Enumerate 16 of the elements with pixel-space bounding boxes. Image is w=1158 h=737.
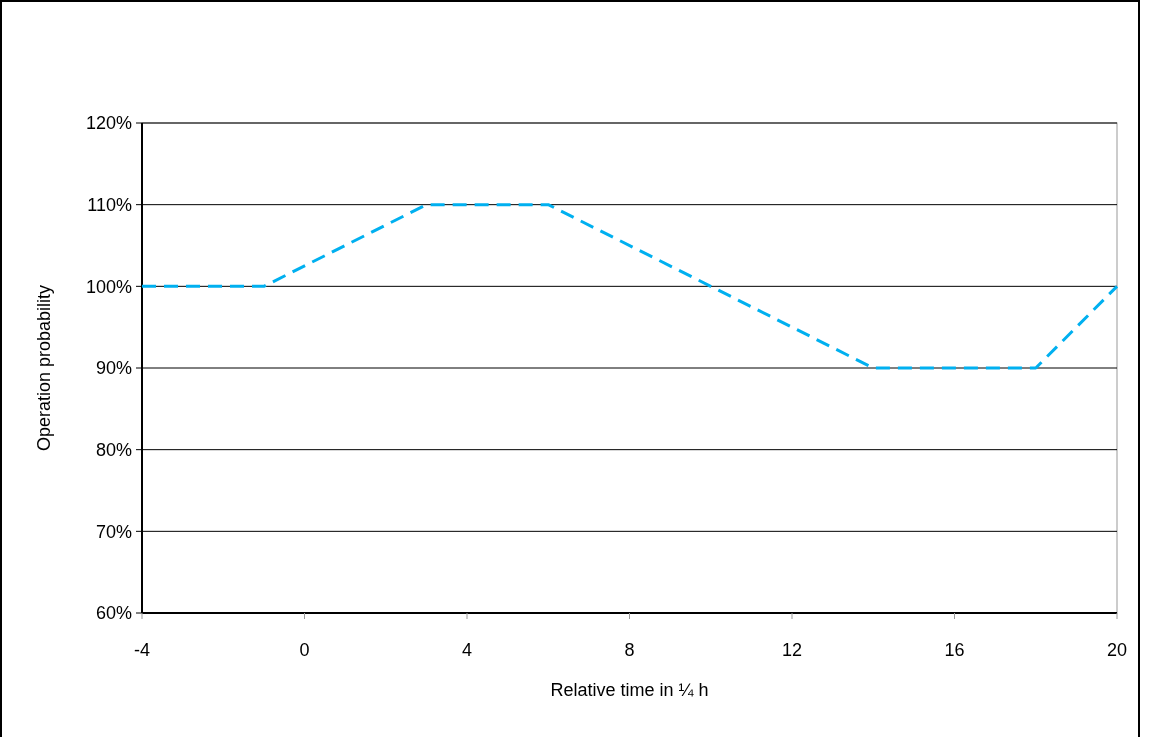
x-axis-title: Relative time in ¼ h — [550, 680, 709, 700]
x-tick-label: 12 — [781, 640, 803, 660]
y-tick-label: 90% — [95, 358, 132, 379]
x-tick-label: 8 — [624, 640, 635, 660]
y-axis-title: Operation probability — [34, 284, 54, 452]
y-tick-label: 120% — [85, 113, 132, 134]
x-tick-label: 20 — [1106, 640, 1128, 660]
x-tick-label: -4 — [133, 640, 151, 660]
y-tick-label: 100% — [85, 276, 132, 297]
y-tick-label: 70% — [95, 521, 132, 542]
x-tick-label: 4 — [461, 640, 473, 660]
x-tick-label: 16 — [944, 640, 965, 660]
y-tick-label: 110% — [87, 194, 132, 215]
y-tick-label: 60% — [95, 603, 132, 624]
x-tick-label: 0 — [299, 640, 310, 660]
y-tick-label: 80% — [95, 439, 132, 460]
